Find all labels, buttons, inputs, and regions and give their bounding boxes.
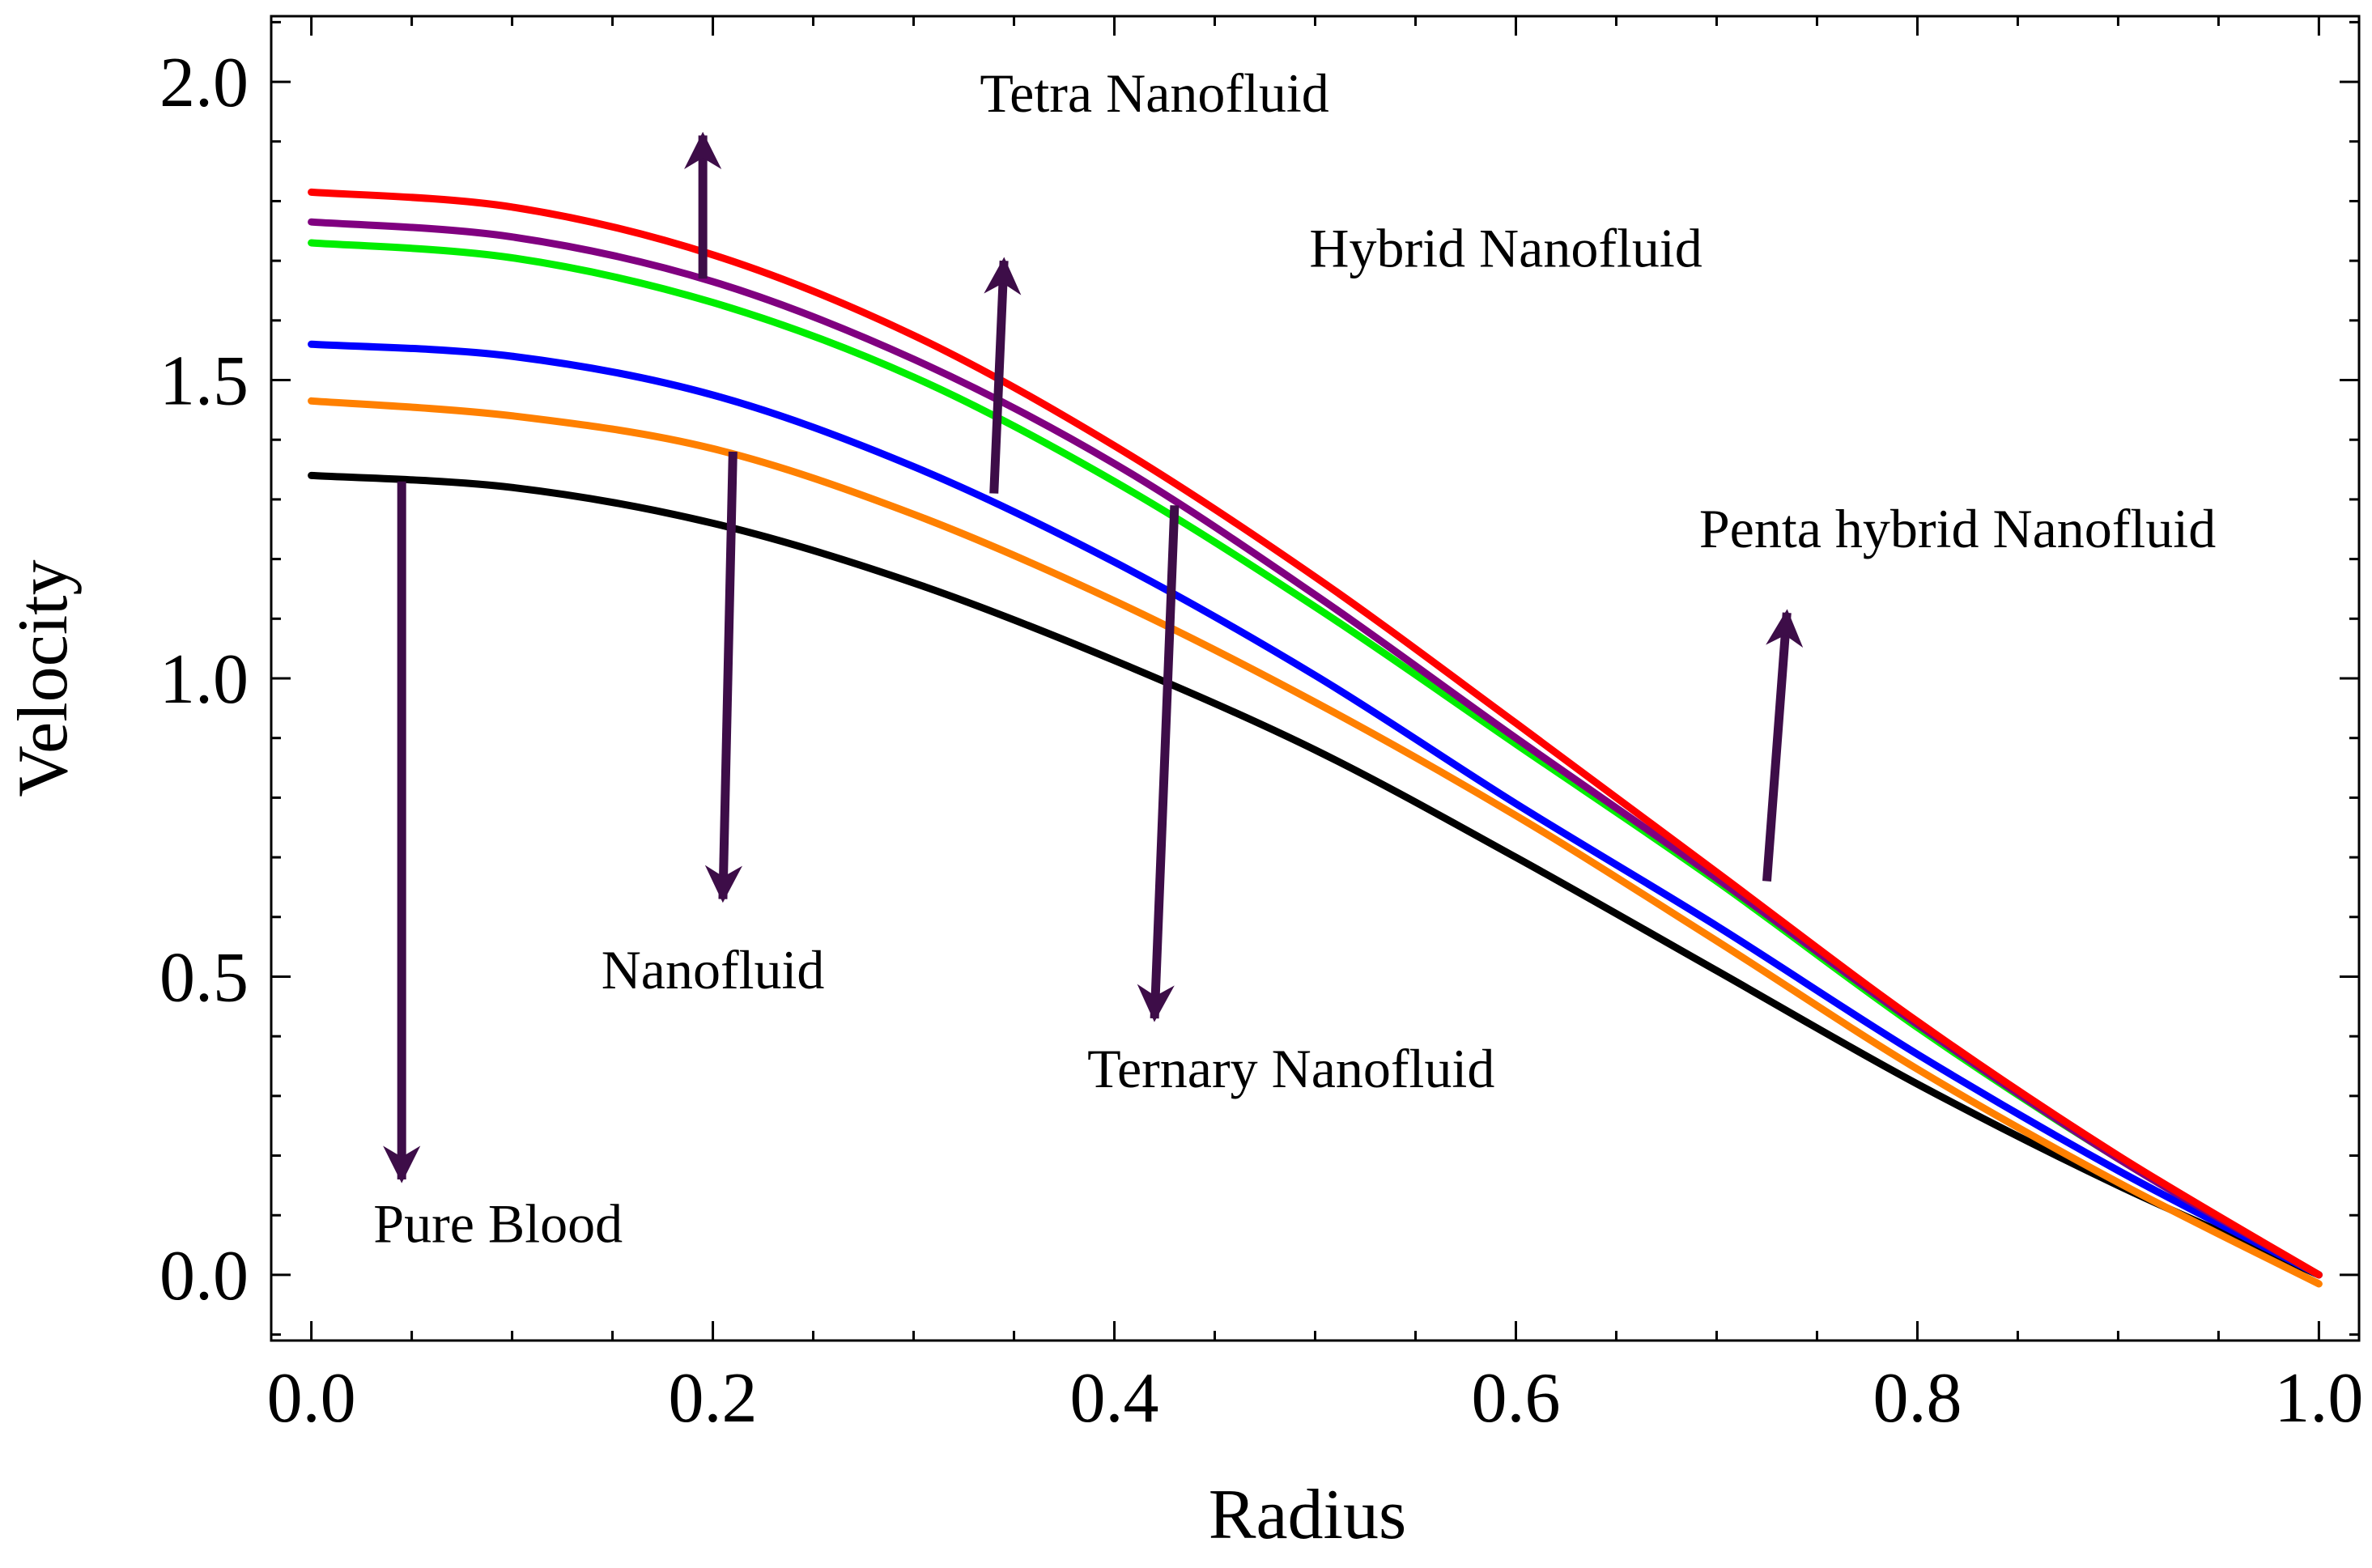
y-tick-label: 2.0 xyxy=(159,44,249,122)
x-tick-label: 0.2 xyxy=(669,1359,758,1438)
annotation-label-hybrid-nanofluid: Hybrid Nanofluid xyxy=(1309,218,1702,279)
series-line-nanofluid xyxy=(308,397,2323,1288)
series-line-pure-blood xyxy=(308,471,2323,1279)
series-line-hybrid-nanofluid xyxy=(308,239,2323,1279)
x-tick-label: 0.4 xyxy=(1070,1359,1159,1438)
y-axis-title: Velocity xyxy=(4,559,83,797)
x-tick-label: 0.8 xyxy=(1873,1359,1962,1438)
x-tick-label: 0.0 xyxy=(267,1359,356,1438)
annotation-label-tetra-nanofluid: Tetra Nanofluid xyxy=(980,62,1328,124)
annotation-arrow-ternary-nanofluid xyxy=(1137,505,1180,1022)
series-line-tetra-nanofluid xyxy=(308,188,2323,1279)
x-tick-label: 0.6 xyxy=(1471,1359,1560,1438)
annotation-arrow-penta-hybrid-nanofluid xyxy=(1762,609,1804,882)
y-tick-label: 1.0 xyxy=(159,640,249,719)
annotation-arrow-nanofluid xyxy=(704,451,742,903)
annotation-arrow-hybrid-nanofluid xyxy=(984,257,1022,494)
series-layer xyxy=(308,188,2323,1288)
x-tick-label: 1.0 xyxy=(2274,1359,2363,1438)
annotation-layer: Tetra Nanofluid Hybrid Nanofluid Penta hyb… xyxy=(373,62,2216,1254)
ticks-layer: 0.0 0.2 0.4 0.6 0.8 1.0 0.0 0.5 1.0 1.5 2.0 xyxy=(159,16,2363,1438)
y-tick-label: 1.5 xyxy=(159,342,249,421)
annotation-label-ternary-nanofluid: Ternary Nanofluid xyxy=(1087,1038,1494,1099)
y-tick-label: 0.5 xyxy=(159,938,249,1017)
series-line-ternary-nanofluid xyxy=(308,340,2323,1279)
x-axis-title: Radius xyxy=(1209,1476,1406,1554)
annotation-label-pure-blood: Pure Blood xyxy=(373,1192,623,1254)
y-tick-label: 0.0 xyxy=(159,1237,249,1315)
annotation-label-penta-hybrid-nanofluid: Penta hybrid Nanofluid xyxy=(1699,498,2216,559)
annotation-label-nanofluid: Nanofluid xyxy=(602,939,825,1001)
